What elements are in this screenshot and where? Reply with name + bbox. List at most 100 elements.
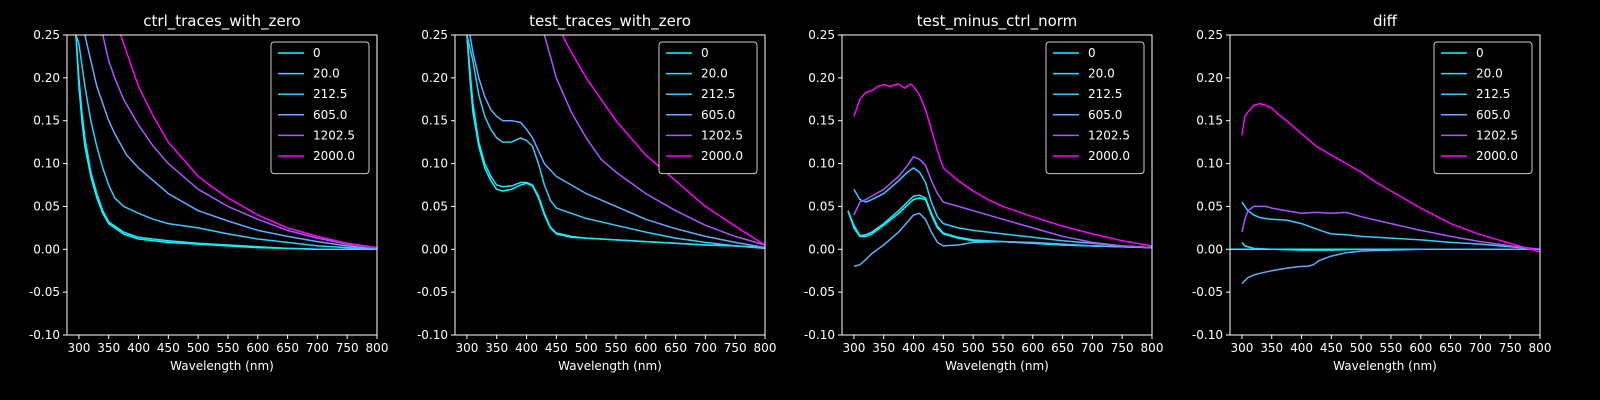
legend: 0 20.0 212.5 605.0 1202.5 2000.0 bbox=[1433, 41, 1533, 175]
legend-entry: 2000.0 bbox=[1476, 149, 1518, 163]
legend-box bbox=[270, 41, 370, 175]
x-axis-label: Wavelength (nm) bbox=[170, 359, 274, 373]
y-tick-label: -0.05 bbox=[417, 285, 448, 299]
x-tick-label: 300 bbox=[455, 341, 478, 355]
x-tick-label: 450 bbox=[932, 341, 955, 355]
y-tick-label: -0.05 bbox=[804, 285, 835, 299]
legend-entry: 212.5 bbox=[701, 87, 735, 101]
legend-entry: 20.0 bbox=[1088, 67, 1115, 81]
x-tick-label: 500 bbox=[1350, 341, 1373, 355]
y-tick-label: 0.15 bbox=[1196, 114, 1223, 128]
y-tick-label: 0.00 bbox=[808, 242, 835, 256]
y-tick-label: 0.00 bbox=[33, 242, 60, 256]
legend-entry: 212.5 bbox=[313, 87, 347, 101]
series-line-212.5 bbox=[853, 167, 1152, 249]
legend-entry: 605.0 bbox=[701, 108, 735, 122]
x-tick-label: 600 bbox=[246, 341, 269, 355]
legend-entry: 1202.5 bbox=[313, 128, 355, 142]
x-tick-label: 450 bbox=[1320, 341, 1343, 355]
x-tick-label: 500 bbox=[962, 341, 985, 355]
legend-entry: 1202.5 bbox=[1088, 128, 1130, 142]
series-line-2000.0 bbox=[561, 35, 765, 246]
x-tick-label: 700 bbox=[694, 341, 717, 355]
legend-entry: 0 bbox=[1088, 46, 1096, 60]
x-tick-label: 550 bbox=[605, 341, 628, 355]
y-tick-label: 0.05 bbox=[421, 199, 448, 213]
series-line-605.0 bbox=[469, 35, 765, 249]
x-tick-label: 650 bbox=[664, 341, 687, 355]
x-tick-label: 450 bbox=[545, 341, 568, 355]
y-tick-label: 0.20 bbox=[1196, 71, 1223, 85]
subplot-1: ctrl_traces_with_zero 300 350 400 450 500 550 6… bbox=[29, 12, 389, 373]
series-line-212.5 bbox=[75, 35, 377, 251]
series-line-605.0 bbox=[84, 35, 377, 251]
x-tick-label: 750 bbox=[1111, 341, 1134, 355]
chart-title: ctrl_traces_with_zero bbox=[143, 12, 300, 31]
x-tick-label: 400 bbox=[1290, 341, 1313, 355]
y-tick-label: 0.25 bbox=[421, 28, 448, 42]
legend-entry: 212.5 bbox=[1088, 87, 1122, 101]
legend-entry: 0 bbox=[313, 46, 321, 60]
series-line-1202.5 bbox=[853, 155, 1152, 249]
y-tick-label: 0.25 bbox=[33, 28, 60, 42]
legend-box bbox=[658, 41, 758, 175]
x-tick-label: 300 bbox=[1230, 341, 1253, 355]
legend-entry: 20.0 bbox=[701, 67, 728, 81]
series-group bbox=[1230, 102, 1540, 285]
y-tick-label: 0.10 bbox=[33, 157, 60, 171]
y-tick-label: 0.25 bbox=[808, 28, 835, 42]
series-line-20.0 bbox=[75, 35, 377, 251]
series-line-212.5 bbox=[466, 35, 765, 250]
y-tick-label: -0.10 bbox=[417, 328, 448, 342]
series-line-1202.5 bbox=[102, 35, 377, 249]
x-tick-label: 550 bbox=[992, 341, 1015, 355]
subplot-2: test_traces_with_zero 300 350 400 450 500 550 6… bbox=[417, 12, 777, 373]
x-axis-label: Wavelength (nm) bbox=[1333, 359, 1437, 373]
legend-entry: 2000.0 bbox=[701, 149, 743, 163]
y-tick-label: 0.05 bbox=[33, 199, 60, 213]
legend-entry: 1202.5 bbox=[1476, 128, 1518, 142]
plot-frame bbox=[454, 34, 766, 336]
subplots: ctrl_traces_with_zero 300 350 400 450 500 550 6… bbox=[29, 12, 1552, 373]
series-line-20.0 bbox=[466, 35, 765, 249]
x-tick-label: 700 bbox=[1469, 341, 1492, 355]
x-tick-label: 800 bbox=[1529, 341, 1552, 355]
x-tick-label: 400 bbox=[127, 341, 150, 355]
legend-entry: 1202.5 bbox=[701, 128, 743, 142]
y-tick-label: 0.15 bbox=[33, 114, 60, 128]
x-tick-label: 600 bbox=[1409, 341, 1432, 355]
chart-title: test_traces_with_zero bbox=[529, 12, 691, 31]
series-line-605.0 bbox=[1241, 248, 1540, 285]
x-tick-label: 500 bbox=[187, 341, 210, 355]
legend-entry: 0 bbox=[1476, 46, 1484, 60]
legend: 0 20.0 212.5 605.0 1202.5 2000.0 bbox=[1045, 41, 1145, 175]
series-line-2000.0 bbox=[1241, 102, 1540, 253]
legend-entry: 0 bbox=[701, 46, 709, 60]
x-tick-label: 300 bbox=[67, 341, 90, 355]
x-tick-label: 550 bbox=[1380, 341, 1403, 355]
series-line-1202.5 bbox=[1241, 205, 1540, 251]
x-tick-label: 500 bbox=[575, 341, 598, 355]
x-tick-label: 650 bbox=[1439, 341, 1462, 355]
y-tick-label: 0.25 bbox=[1196, 28, 1223, 42]
x-tick-label: 750 bbox=[724, 341, 747, 355]
x-tick-label: 550 bbox=[217, 341, 240, 355]
x-tick-label: 350 bbox=[97, 341, 120, 355]
subplot-4: diff 300 350 400 450 500 550 600 650 700 750 800 -0.… bbox=[1192, 12, 1552, 373]
legend-entry: 2000.0 bbox=[313, 149, 355, 163]
y-tick-label: -0.05 bbox=[29, 285, 60, 299]
plot-frame bbox=[1229, 34, 1541, 336]
series-group bbox=[75, 35, 377, 251]
x-tick-label: 650 bbox=[276, 341, 299, 355]
y-tick-label: -0.10 bbox=[804, 328, 835, 342]
x-tick-label: 800 bbox=[1141, 341, 1164, 355]
y-tick-label: 0.10 bbox=[808, 157, 835, 171]
x-axis-label: Wavelength (nm) bbox=[558, 359, 662, 373]
y-tick-label: 0.15 bbox=[808, 114, 835, 128]
y-tick-label: 0.20 bbox=[33, 71, 60, 85]
chart-title: diff bbox=[1373, 12, 1398, 30]
series-group bbox=[466, 35, 765, 250]
y-tick-label: -0.10 bbox=[29, 328, 60, 342]
y-tick-label: 0.05 bbox=[1196, 199, 1223, 213]
